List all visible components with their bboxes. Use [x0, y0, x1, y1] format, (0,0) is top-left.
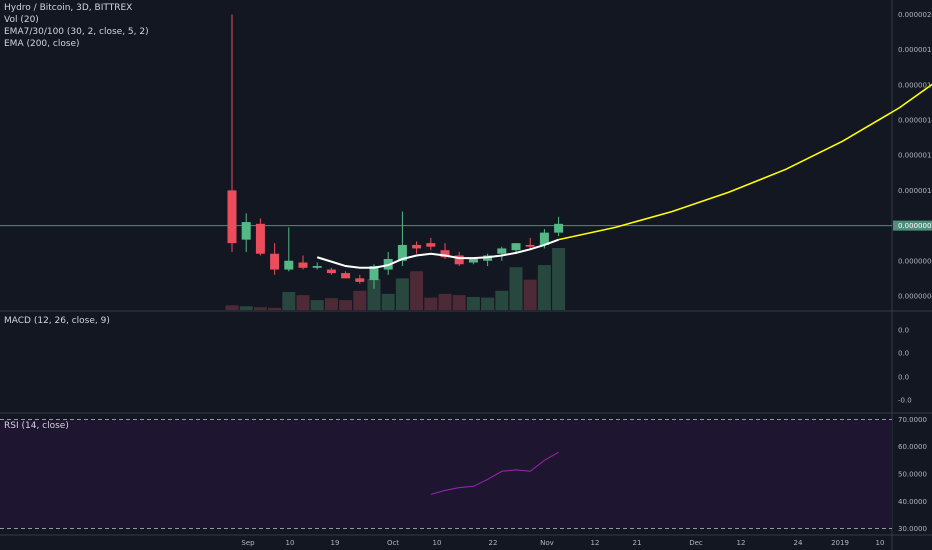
- macd-axis-label: 0.0: [898, 350, 909, 358]
- candle-body: [539, 232, 549, 245]
- price-axis-label: 0.00000140: [898, 117, 932, 125]
- price-line-label: 0.00000080: [898, 222, 932, 230]
- rsi-axis-label: 70.0000: [898, 416, 927, 424]
- time-axis-label: Sep: [241, 539, 255, 547]
- volume-bar: [225, 305, 239, 310]
- volume-bar: [537, 265, 551, 310]
- volume-bar: [523, 279, 537, 310]
- volume-bar: [239, 306, 253, 310]
- indicator-ema-7-30-100[interactable]: EMA7/30/100 (30, 2, close, 5, 2): [4, 27, 149, 37]
- rsi-band-background: [0, 419, 892, 529]
- candle-body: [454, 255, 464, 265]
- time-axis-label: 12: [591, 539, 600, 547]
- time-axis-label: Nov: [540, 539, 554, 547]
- volume-bar: [253, 307, 267, 310]
- rsi-axis-label: 40.0000: [898, 498, 927, 506]
- time-axis-label: 12: [737, 539, 746, 547]
- candle-body: [298, 262, 308, 268]
- macd-label[interactable]: MACD (12, 26, close, 9): [4, 316, 110, 326]
- volume-bar: [381, 293, 395, 310]
- volume-bar: [509, 267, 523, 310]
- candle-body: [412, 244, 422, 249]
- volume-bar: [339, 300, 353, 310]
- volume-bar: [481, 297, 495, 310]
- candle-body: [369, 266, 379, 281]
- indicator-ema-200[interactable]: EMA (200, close): [4, 39, 80, 49]
- macd-axis-label: 0.0: [898, 374, 909, 382]
- volume-bar: [367, 279, 381, 310]
- candle-body: [426, 243, 436, 247]
- rsi-label[interactable]: RSI (14, close): [4, 421, 69, 431]
- time-axis-label: Oct: [387, 539, 399, 547]
- candle-body: [355, 278, 365, 282]
- price-axis-label: 0.00000160: [898, 81, 932, 89]
- rsi-axis-label: 60.0000: [898, 443, 927, 451]
- candle-body: [468, 259, 478, 263]
- volume-bar: [424, 297, 438, 310]
- candle-body: [511, 243, 521, 251]
- volume-bar: [395, 278, 409, 310]
- time-axis-label: Dec: [689, 539, 703, 547]
- volume-bar: [495, 290, 509, 310]
- price-axis-label: 0.00000180: [898, 46, 932, 54]
- volume-bar: [296, 295, 310, 310]
- macd-axis-label: 0.0: [898, 327, 909, 335]
- rsi-axis-label: 50.0000: [898, 471, 927, 479]
- volume-bar: [310, 300, 324, 310]
- price-axis-label: 0.00000200: [898, 11, 932, 19]
- chart-legend: Hydro / Bitcoin, 3D, BITTREX Vol (20) EM…: [4, 2, 149, 50]
- candle-body: [440, 250, 450, 258]
- volume-bar: [466, 296, 480, 310]
- volume-bar: [282, 292, 296, 310]
- rsi-line: [430, 451, 559, 495]
- time-axis-label: 10: [433, 539, 442, 547]
- rsi-axis-label: 30.0000: [898, 525, 927, 533]
- time-axis-label: 24: [794, 539, 803, 547]
- candle-body: [241, 222, 251, 240]
- time-axis-label: 10: [286, 539, 295, 547]
- candle-body: [270, 253, 280, 270]
- volume-bar: [410, 271, 424, 310]
- candle-body: [326, 269, 336, 274]
- price-axis-label: 0.00000040: [898, 292, 932, 300]
- price-line-label-bg: [893, 220, 932, 231]
- time-axis-label: 19: [331, 539, 340, 547]
- volume-bar: [268, 307, 282, 310]
- candle-body: [312, 266, 322, 268]
- symbol-title[interactable]: Hydro / Bitcoin, 3D, BITTREX: [4, 3, 133, 13]
- volume-bar: [552, 248, 566, 310]
- macd-axis-label: -0.0: [898, 397, 912, 405]
- volume-bar: [324, 298, 338, 310]
- candle-body: [284, 260, 294, 270]
- candle-body: [525, 244, 535, 247]
- candle-body: [397, 244, 407, 261]
- volume-bar: [438, 293, 452, 310]
- volume-bar: [452, 295, 466, 310]
- time-axis-label: 22: [489, 539, 498, 547]
- time-axis-label: 2019: [831, 539, 849, 547]
- price-axis-label: 0.00000120: [898, 152, 932, 160]
- candle-body: [497, 248, 507, 254]
- projection-curve: [558, 83, 932, 241]
- candle-body: [554, 223, 564, 233]
- candle-body: [341, 273, 351, 279]
- indicator-volume[interactable]: Vol (20): [4, 15, 39, 25]
- price-axis-label: 0.00000100: [898, 187, 932, 195]
- time-axis-label: 10: [876, 539, 885, 547]
- ema-line: [316, 238, 559, 269]
- price-axis-label: 0.00000060: [898, 257, 932, 265]
- candle-body: [255, 223, 265, 254]
- volume-bar: [353, 290, 367, 310]
- time-axis-label: 21: [633, 539, 642, 547]
- candle-body: [227, 190, 237, 244]
